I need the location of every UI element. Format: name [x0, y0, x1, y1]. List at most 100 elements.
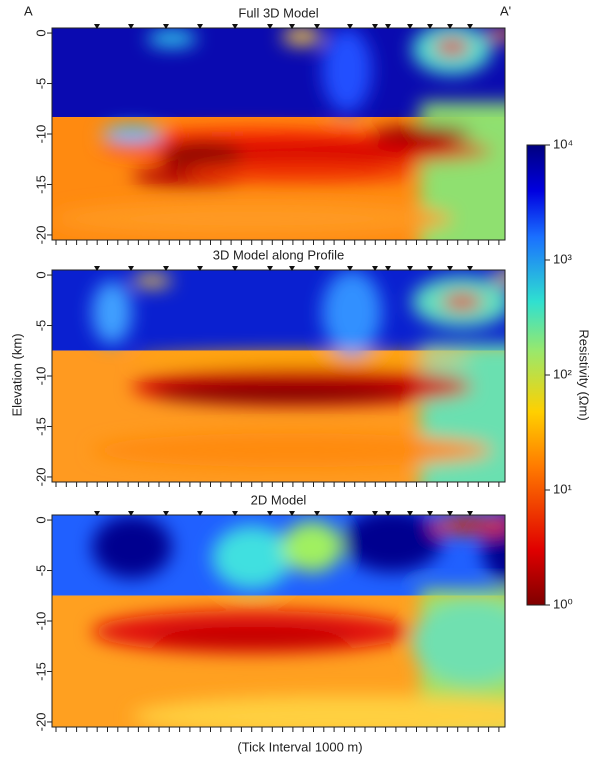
station: [267, 266, 273, 271]
station: [467, 266, 473, 271]
colorbar-tick-label: 10⁴: [553, 136, 573, 151]
station: [314, 266, 320, 271]
panel-title: Full 3D Model: [238, 5, 318, 20]
y-tick-label: -20: [33, 226, 48, 245]
station: [232, 24, 238, 29]
field-blob: [182, 161, 422, 183]
field-blob: [92, 280, 132, 345]
station: [407, 511, 413, 516]
station: [289, 511, 295, 516]
field-blob: [132, 274, 172, 287]
field-blob: [282, 28, 322, 45]
station: [128, 24, 134, 29]
x-axis-label: (Tick Interval 1000 m): [237, 739, 362, 754]
field-blob: [322, 270, 382, 355]
y-axis-label: Elevation (km): [9, 333, 24, 416]
colorbar-tick-label: 10⁰: [553, 596, 573, 611]
station: [385, 24, 391, 29]
station: [94, 266, 100, 271]
station: [197, 511, 203, 516]
profile-start: A: [24, 3, 33, 18]
y-tick-label: -10: [33, 367, 48, 386]
station: [128, 266, 134, 271]
field-blob: [487, 28, 505, 41]
station: [427, 511, 433, 516]
station: [407, 24, 413, 29]
station: [163, 266, 169, 271]
field-blob: [434, 38, 470, 56]
station: [427, 266, 433, 271]
station: [128, 511, 134, 516]
station: [372, 511, 378, 516]
panel-title: 3D Model along Profile: [213, 247, 345, 262]
field-blob: [92, 433, 492, 468]
station: [94, 511, 100, 516]
field-blob: [482, 515, 505, 586]
field-blob: [342, 515, 442, 573]
y-tick-label: -15: [33, 417, 48, 436]
field-blob: [132, 695, 505, 727]
field-blob: [152, 382, 412, 404]
field-blob: [282, 521, 342, 573]
colorbar-tick-label: 10³: [553, 251, 572, 266]
y-tick-label: -5: [33, 78, 48, 90]
y-tick-label: 0: [33, 516, 48, 523]
station: [197, 266, 203, 271]
station: [467, 24, 473, 29]
station: [314, 24, 320, 29]
station: [232, 266, 238, 271]
station: [447, 266, 453, 271]
station: [427, 24, 433, 29]
station: [372, 24, 378, 29]
field-blob: [492, 270, 505, 283]
station: [467, 511, 473, 516]
y-tick-label: -5: [33, 565, 48, 577]
y-tick-label: -15: [33, 175, 48, 194]
station: [347, 511, 353, 516]
field-blob: [52, 201, 452, 236]
station: [385, 266, 391, 271]
field-blobs: [52, 28, 505, 240]
colorbar-label: Resistivity (Ωm): [577, 329, 592, 420]
y-tick-label: -10: [33, 612, 48, 631]
section-field: [52, 28, 505, 240]
station: [289, 266, 295, 271]
field-blob: [412, 599, 505, 685]
station: [385, 511, 391, 516]
field-blobs: [92, 515, 505, 727]
colorbar: [526, 144, 546, 606]
station: [347, 266, 353, 271]
station: [447, 24, 453, 29]
station: [163, 24, 169, 29]
station: [447, 511, 453, 516]
station: [232, 511, 238, 516]
station: [314, 511, 320, 516]
station: [94, 24, 100, 29]
field-blob: [92, 515, 172, 579]
station: [372, 266, 378, 271]
field-blob: [132, 352, 472, 366]
colorbar-tick-label: 10²: [553, 366, 572, 381]
colorbar-tick-label: 10¹: [553, 481, 572, 496]
y-tick-label: 0: [33, 29, 48, 36]
station: [347, 24, 353, 29]
panel-title: 2D Model: [251, 492, 307, 507]
field-blob: [212, 525, 292, 590]
field-blob: [102, 125, 162, 143]
station: [267, 511, 273, 516]
section-field: [52, 270, 505, 482]
field-blob: [147, 30, 197, 48]
field-blobs: [92, 270, 505, 482]
y-tick-label: -20: [33, 468, 48, 487]
field-blob: [322, 28, 372, 113]
field-blob: [442, 293, 482, 311]
field-blob: [162, 140, 242, 171]
y-tick-label: -10: [33, 125, 48, 144]
station: [163, 511, 169, 516]
field-blob: [152, 627, 352, 649]
field-blob: [372, 125, 472, 143]
y-tick-label: -20: [33, 713, 48, 732]
y-tick-label: -5: [33, 320, 48, 332]
station: [289, 24, 295, 29]
